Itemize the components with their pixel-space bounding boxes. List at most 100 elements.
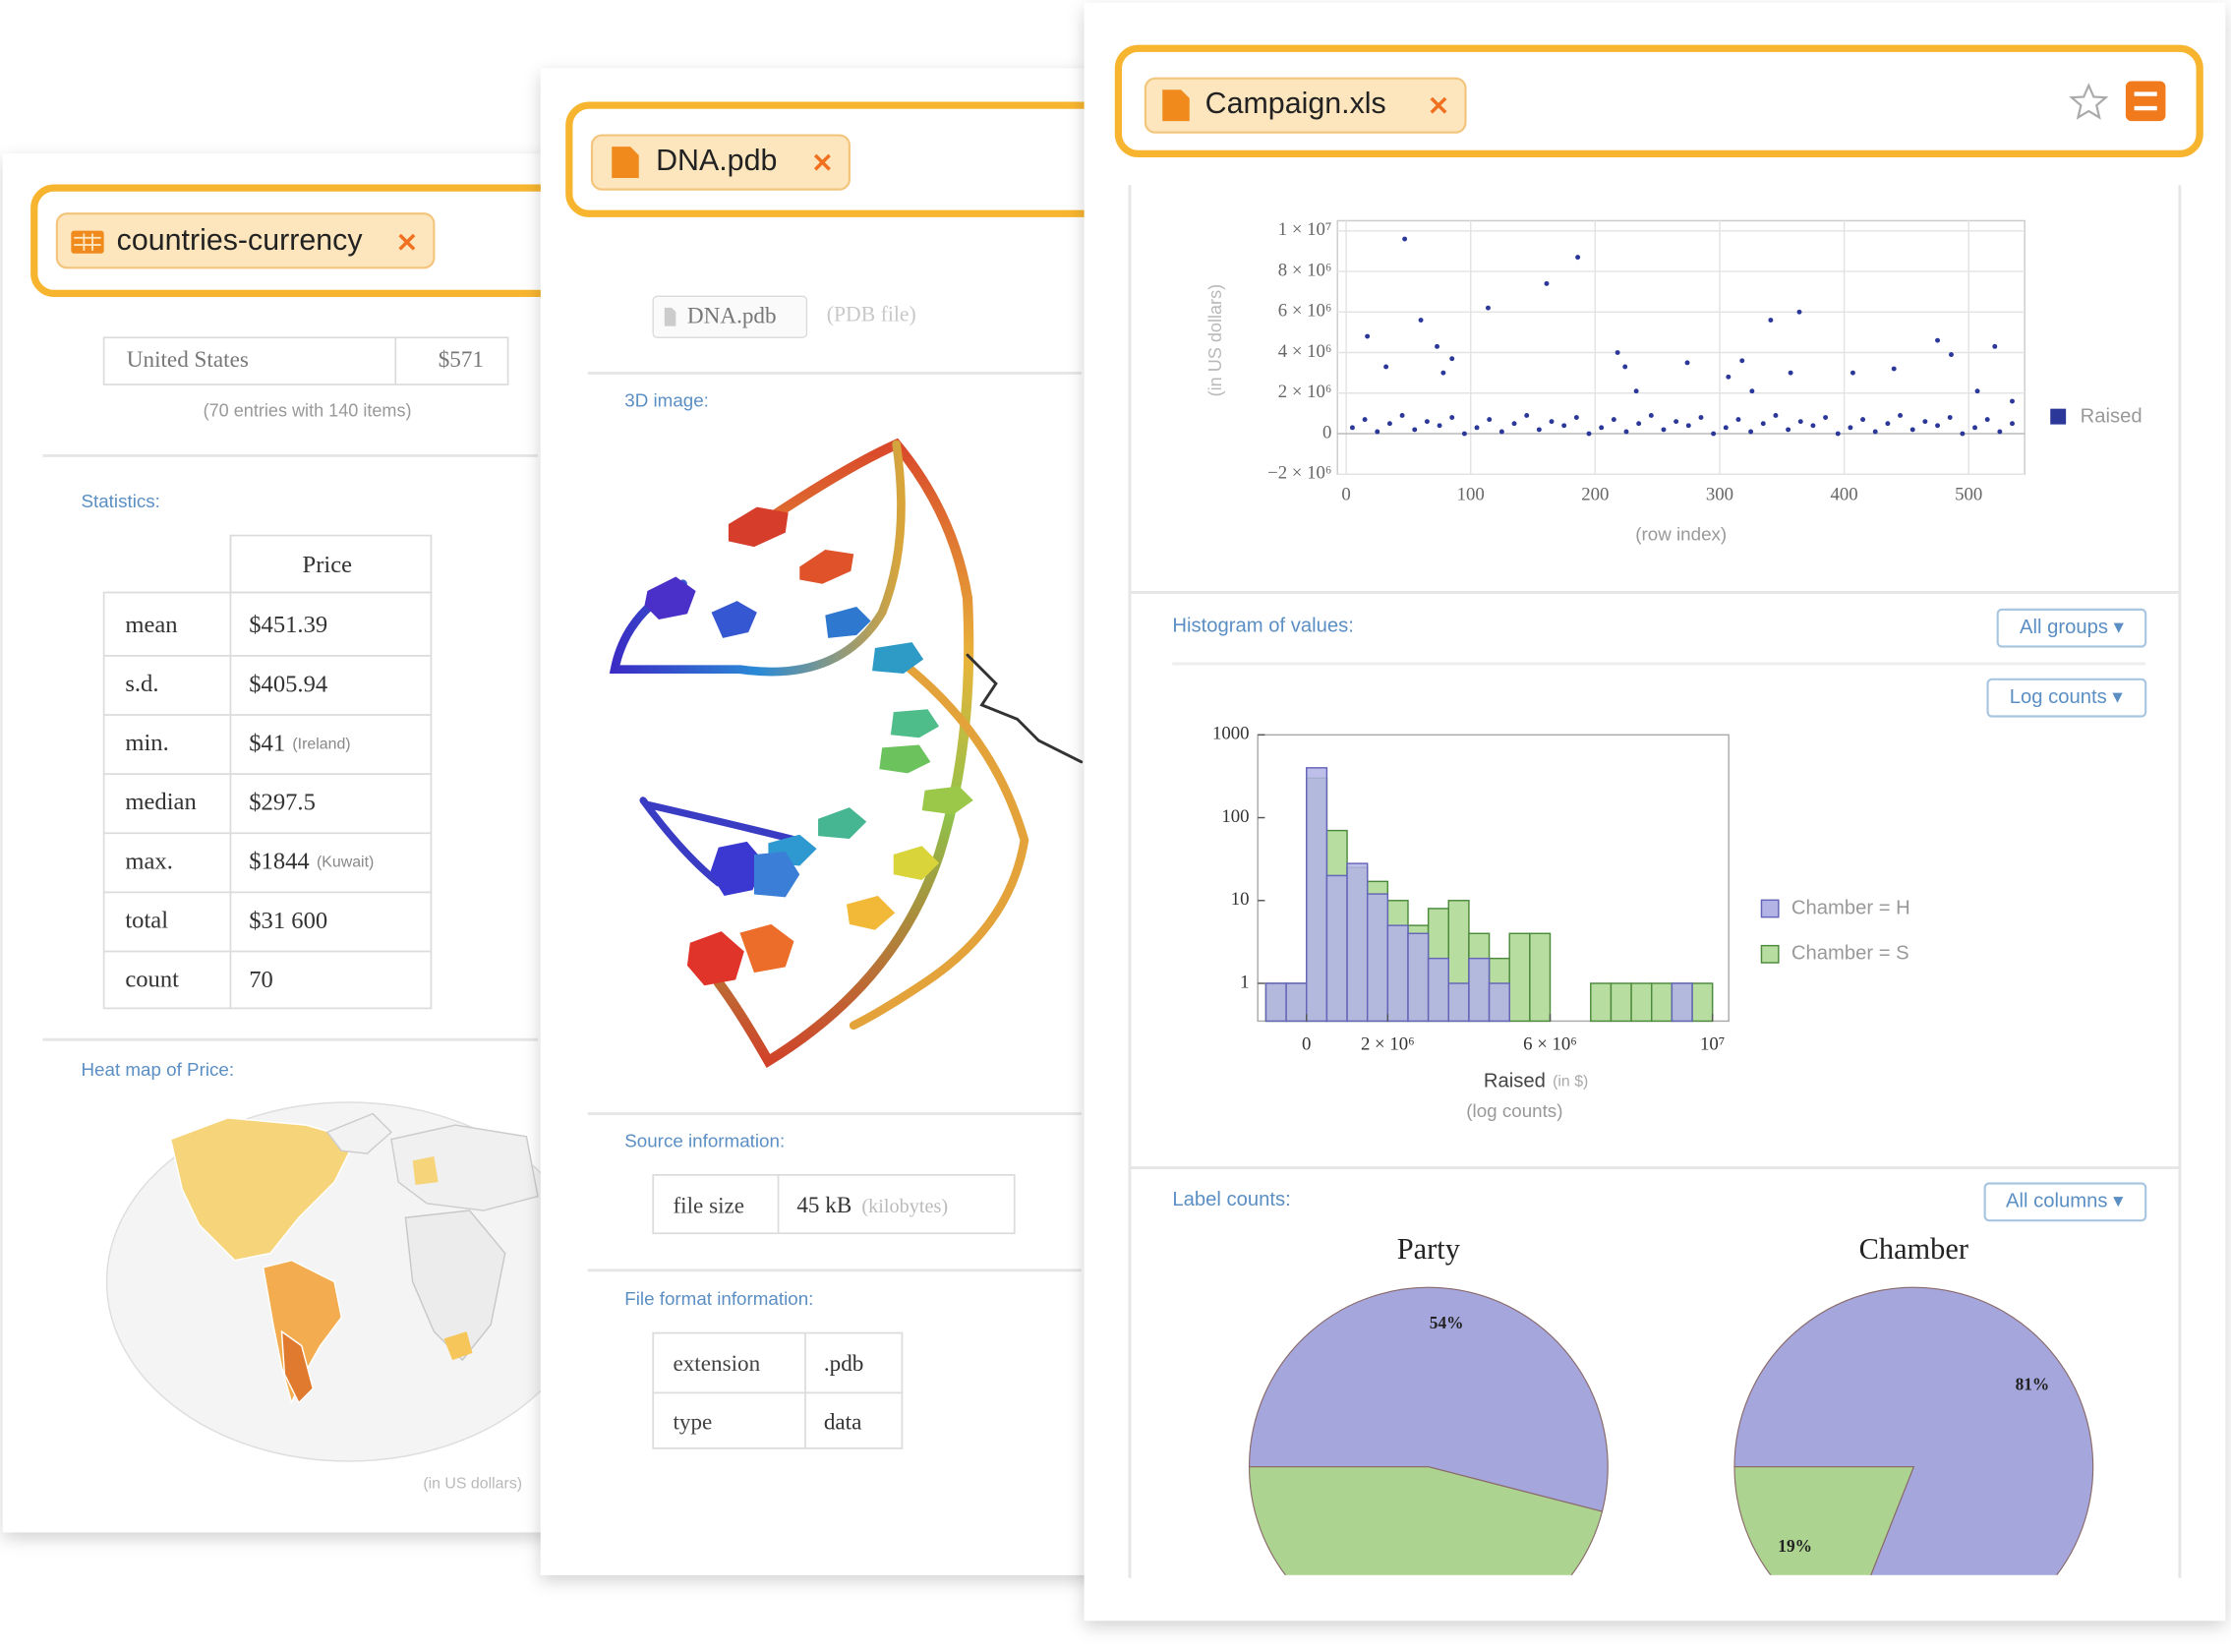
scatter-point [1848,425,1853,431]
scatter-point [1739,358,1745,364]
dropdown-label[interactable]: All columns ▾ [2006,1191,2123,1212]
pie-slice [1248,1286,1609,1512]
scatter-point [1922,419,1928,425]
file-chip-icon [664,307,676,326]
scatter-point [1349,425,1355,431]
section-label: 3D image: [624,389,709,410]
stat-value-text: $31 600 [249,907,327,933]
section-label: Statistics: [81,491,159,511]
close-icon[interactable] [813,153,831,171]
dropdown-box[interactable] [1983,1182,2147,1222]
dropdown[interactable]: All groups ▾ [1996,608,2147,648]
x-axis-title: Raised [1484,1071,1546,1092]
stat-value-text: $1844 [249,848,310,874]
y-tick-label: 1000 [1212,724,1250,744]
scatter-point [1402,236,1408,242]
scatter-point [1362,417,1368,423]
scatter-point [1891,366,1897,372]
dropdown-label[interactable]: Log counts ▾ [2010,686,2123,708]
scatter-point [1375,429,1380,435]
pie-title: Party [1397,1232,1461,1266]
bases [644,506,973,986]
scale-note: (log counts) [1466,1100,1562,1121]
base [711,601,757,638]
x-tick-label: 0 [1341,484,1350,504]
scatter-point [1997,429,2003,435]
stat-value: 70 [249,966,273,992]
scatter-point [1947,415,1953,420]
scatter-point [1399,413,1405,418]
y-tick-label: 1 [1240,972,1249,992]
scatter-point [1412,427,1418,433]
tab[interactable]: countries-currency [55,212,436,269]
card-campaign: Campaign.xls Histogram of values: All gr… [1084,2,2226,1622]
tab-pill[interactable] [590,134,851,191]
scatter-point [1424,419,1430,425]
dropdown-box[interactable] [1996,608,2147,648]
scatter-point [1615,350,1620,355]
close-icon[interactable] [398,233,416,251]
tab-title[interactable]: Campaign.xls [1205,87,1386,120]
scatter-point [1461,431,1467,437]
scatter-point [1449,415,1455,420]
scatter-point [1383,364,1389,370]
pie-slice [1248,1466,1604,1575]
scatter-point [1611,417,1616,423]
scatter-point [1935,337,1941,343]
file-chip [652,295,808,338]
backbone [849,665,1029,1031]
base [921,786,973,815]
section-label: Source information: [624,1130,785,1150]
base [799,550,854,584]
scatter-point [1511,421,1517,427]
base [825,606,871,638]
pie-label: 54% [1430,1314,1464,1332]
stat-label: median [125,789,196,815]
dropdown[interactable]: All columns ▾ [1983,1182,2147,1222]
menu-button[interactable] [2125,81,2166,122]
y-tick-label: −2 × 10⁶ [1267,463,1331,484]
tab-title[interactable]: DNA.pdb [656,144,777,177]
scatter-point [1685,423,1691,429]
scatter-point [1599,425,1605,431]
scatter-point [1749,388,1755,394]
scatter-point [1823,415,1829,420]
base [847,895,896,930]
histogram-bar [1508,932,1531,1023]
base [728,506,789,548]
legend-swatch [1760,944,1780,964]
scatter-point [1498,429,1504,435]
tab-pill[interactable] [55,212,436,269]
y-tick-label: 1 × 10⁷ [1278,219,1332,240]
tab[interactable]: Campaign.xls [1144,77,1467,134]
base [893,846,940,881]
scatter-point [1735,417,1741,423]
close-icon[interactable] [1430,96,1447,114]
scatter-point [1935,423,1941,429]
stat-label: min. [125,730,168,756]
y-tick-label: 4 × 10⁶ [1278,341,1332,362]
x-tick-label: 6 × 10⁶ [1523,1033,1577,1054]
legend-swatch [2050,408,2067,425]
dropdown[interactable]: Log counts ▾ [1986,678,2147,718]
scatter-point [1435,343,1439,349]
x-tick-label: 2 × 10⁶ [1361,1033,1415,1054]
x-axis-label: Raised (in $) [1484,1071,1588,1092]
pie-label: 81% [2016,1376,2050,1394]
tab-title[interactable]: countries-currency [117,223,364,257]
map-region [280,1329,315,1404]
dropdown-box[interactable] [1986,678,2147,718]
dropdown-label[interactable]: All groups ▾ [2020,617,2124,638]
pie-slice [1733,1466,1915,1575]
stat-value-text: $41 [249,730,285,756]
x-tick-label: 300 [1706,484,1733,504]
stat-value: $297.5 [249,789,316,815]
tab[interactable]: DNA.pdb [590,134,851,191]
scatter-point [1386,421,1392,427]
pie-title: Chamber [1859,1232,1968,1266]
row-price: $571 [439,347,484,373]
star-button[interactable] [2069,83,2109,120]
scatter-point [1673,419,1679,425]
tab-pill[interactable] [1144,77,1467,134]
